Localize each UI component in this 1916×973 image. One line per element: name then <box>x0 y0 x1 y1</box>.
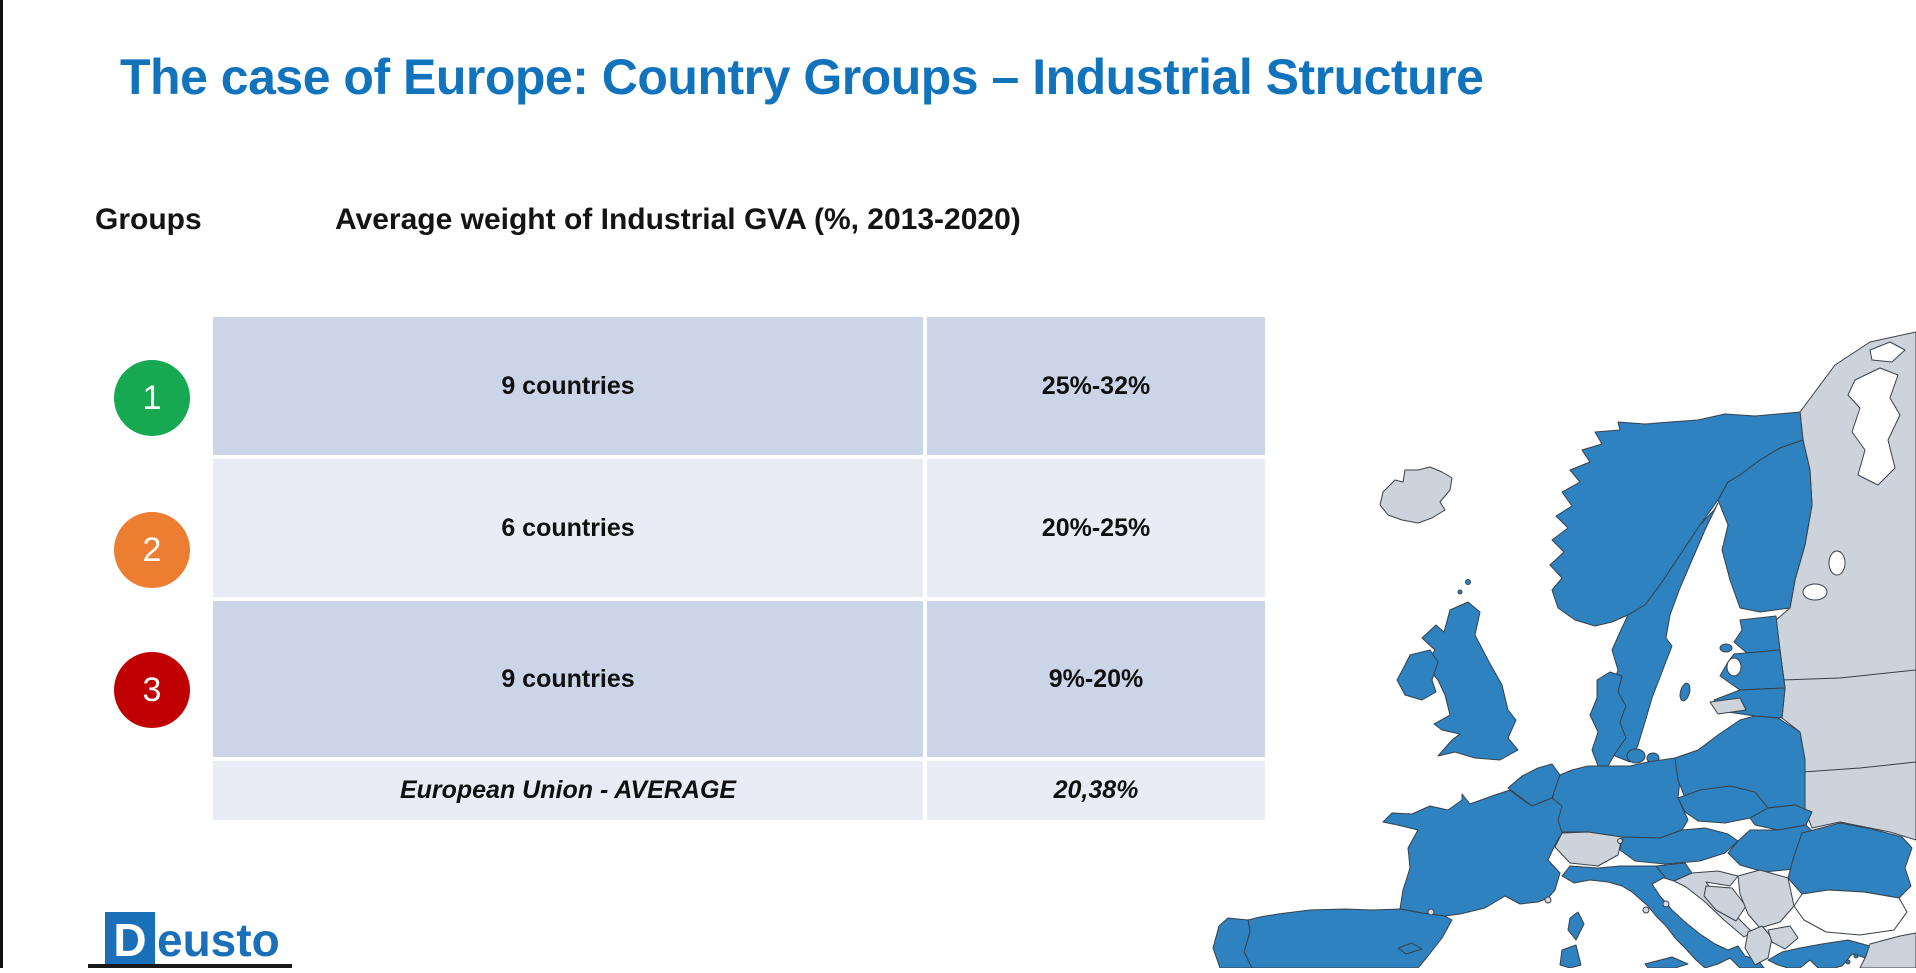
map-country-albania <box>1744 925 1773 966</box>
group-1-badge: 1 <box>114 360 190 436</box>
map-microstate-andorra <box>1427 908 1435 916</box>
table-row-3-range-cell: 9%-20% <box>927 601 1265 757</box>
group-3-badge: 3 <box>114 652 190 728</box>
map-microstate-liechtenstein <box>1617 838 1623 844</box>
map-gotland-island <box>1679 682 1691 702</box>
group-2-number: 2 <box>142 530 162 569</box>
table-row-1-countries-cell: 9 countries <box>213 317 923 455</box>
map-border-ukraine <box>1802 761 1916 773</box>
map-corsica-island <box>1567 911 1585 941</box>
group-1-number: 1 <box>142 378 162 417</box>
map-lake-ladoga <box>1802 583 1828 601</box>
map-border-belarus <box>1781 669 1916 681</box>
group-2-badge: 2 <box>114 512 190 588</box>
map-country-denmark <box>1589 671 1627 767</box>
map-orkney-islands <box>1457 589 1463 595</box>
map-country-austria <box>1619 827 1739 865</box>
map-country-serbia <box>1737 869 1795 929</box>
table-summary-value-cell: 20,38% <box>927 761 1265 820</box>
map-country-germany <box>1547 757 1689 839</box>
map-country-portugal <box>1212 917 1253 969</box>
map-white-sea <box>1847 367 1901 486</box>
map-region-kaliningrad <box>1709 697 1747 715</box>
europe-map-svg <box>1212 331 1916 969</box>
map-country-united-kingdom <box>1421 601 1519 761</box>
map-country-estonia <box>1733 615 1781 655</box>
map-country-spain <box>1243 908 1453 969</box>
map-country-bulgaria <box>1793 889 1908 936</box>
map-balearic-islands <box>1397 942 1423 955</box>
map-microstate-vatican <box>1642 906 1650 914</box>
page-title: The case of Europe: Country Groups – Ind… <box>120 48 1484 105</box>
map-arctic-island <box>1869 341 1906 363</box>
group-3-number: 3 <box>142 670 162 709</box>
metric-column-header: Average weight of Industrial GVA (%, 201… <box>335 203 1021 236</box>
map-country-iceland <box>1379 466 1453 524</box>
map-country-switzerland <box>1554 831 1623 867</box>
table-row-2-range-cell: 20%-25% <box>927 459 1265 597</box>
table-row-1-range-cell: 25%-32% <box>927 317 1265 455</box>
map-aegean-island-1 <box>1845 959 1851 965</box>
table-row-2-countries-cell: 6 countries <box>213 459 923 597</box>
map-country-turkey <box>1859 932 1916 969</box>
deusto-logo-text: eusto <box>157 914 280 966</box>
map-microstate-monaco <box>1544 896 1552 904</box>
table-row-3-countries-cell: 9 countries <box>213 601 923 757</box>
deusto-logo-mark: D <box>105 912 155 968</box>
map-denmark-zealand <box>1626 748 1646 764</box>
map-country-north-macedonia <box>1767 925 1799 950</box>
deusto-logo-underline <box>88 964 292 968</box>
map-estonia-saaremaa <box>1719 643 1733 653</box>
map-lake-onega <box>1828 550 1846 576</box>
slide-left-border <box>0 0 3 968</box>
map-country-ireland <box>1396 649 1439 701</box>
deusto-logo: D eusto <box>105 912 280 968</box>
map-sicily-island <box>1644 956 1689 969</box>
groups-column-header: Groups <box>95 203 202 236</box>
map-country-bosnia <box>1703 885 1747 922</box>
map-sardinia-island <box>1559 944 1582 969</box>
europe-map <box>1100 320 1916 969</box>
map-aegean-island-2 <box>1853 953 1859 959</box>
map-gulf-of-riga <box>1726 657 1742 677</box>
map-shetland-islands <box>1465 579 1471 585</box>
map-country-finland <box>1717 439 1813 613</box>
table-summary-label-cell: European Union - AVERAGE <box>213 761 923 820</box>
map-country-france <box>1382 789 1563 917</box>
map-country-romania <box>1787 822 1913 899</box>
map-microstate-san-marino <box>1662 900 1670 908</box>
